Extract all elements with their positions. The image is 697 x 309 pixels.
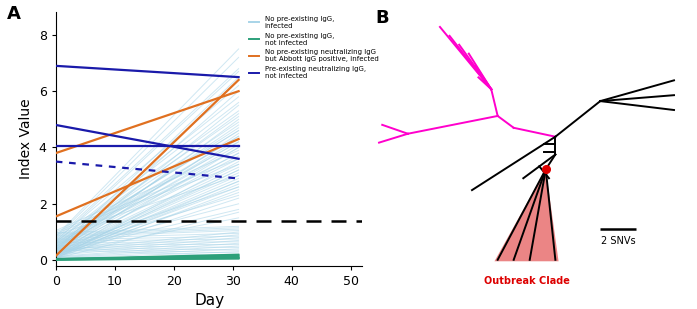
Polygon shape [494,169,558,261]
Text: 2 SNVs: 2 SNVs [601,236,635,246]
X-axis label: Day: Day [194,293,224,308]
Text: B: B [376,9,390,27]
Text: Outbreak Clade: Outbreak Clade [484,276,569,286]
Text: A: A [7,5,21,23]
Y-axis label: Index Value: Index Value [20,99,33,179]
Legend: No pre-existing IgG,
infected, No pre-existing IgG,
not infected, No pre-existin: No pre-existing IgG, infected, No pre-ex… [250,16,378,79]
